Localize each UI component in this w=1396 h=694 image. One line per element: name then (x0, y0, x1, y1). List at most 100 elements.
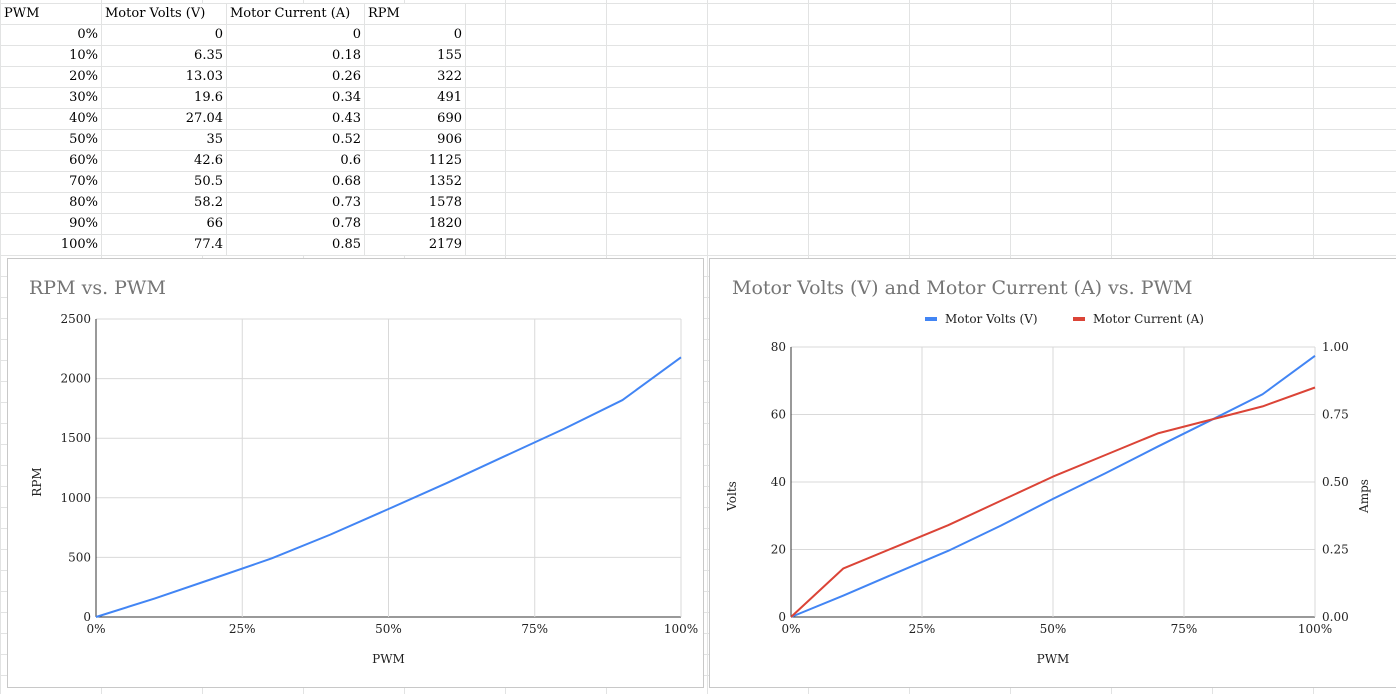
cell[interactable]: 0.85 (226, 234, 365, 256)
x-axis-label: PWM (1037, 652, 1070, 666)
cell[interactable]: 35 (101, 129, 227, 151)
cell[interactable]: 1352 (364, 171, 466, 193)
table-row: 0% 0 0 0 (0, 24, 466, 46)
y2-tick-label: 0.25 (1322, 543, 1349, 557)
cell[interactable]: 0.34 (226, 87, 365, 109)
cell[interactable]: 70% (0, 171, 102, 193)
header-row: PWM Motor Volts (V) Motor Current (A) RPM (0, 3, 466, 25)
y-tick-label: 20 (771, 543, 786, 557)
y-tick-label: 1500 (60, 431, 91, 445)
y-tick-label: 500 (68, 550, 91, 564)
cell[interactable]: 0.18 (226, 45, 365, 67)
y-axis-label: Volts (725, 481, 739, 512)
x-tick-label: 100% (1298, 622, 1332, 636)
x-tick-label: 25% (909, 622, 936, 636)
volts-current-chart[interactable]: Motor Volts (V) and Motor Current (A) vs… (709, 258, 1396, 688)
cell[interactable]: 155 (364, 45, 466, 67)
cell[interactable]: 0 (226, 24, 365, 46)
cell[interactable]: 50.5 (101, 171, 227, 193)
cell[interactable]: 27.04 (101, 108, 227, 130)
y-tick-label: 1000 (60, 491, 91, 505)
cell[interactable]: 77.4 (101, 234, 227, 256)
cell[interactable]: 0.52 (226, 129, 365, 151)
cell[interactable]: 80% (0, 192, 102, 214)
table-row: 90% 66 0.78 1820 (0, 213, 466, 235)
series-line-motor-volts-v (790, 354, 1316, 618)
y-tick-label: 40 (771, 475, 786, 489)
y2-tick-label: 0.75 (1322, 408, 1349, 422)
table-row: 40% 27.04 0.43 690 (0, 108, 466, 130)
cell[interactable]: 2179 (364, 234, 466, 256)
legend-swatch (1073, 317, 1085, 321)
header-cell[interactable]: PWM (0, 3, 102, 25)
cell[interactable]: 66 (101, 213, 227, 235)
legend-label: Motor Volts (V) (945, 312, 1038, 326)
y2-tick-label: 1.00 (1322, 340, 1349, 354)
cell[interactable]: 491 (364, 87, 466, 109)
cell[interactable]: 322 (364, 66, 466, 88)
table-row: 70% 50.5 0.68 1352 (0, 171, 466, 193)
legend-label: Motor Current (A) (1093, 312, 1204, 326)
x-axis-label: PWM (372, 652, 405, 666)
cell[interactable]: 20% (0, 66, 102, 88)
cell[interactable]: 19.6 (101, 87, 227, 109)
cell[interactable]: 13.03 (101, 66, 227, 88)
cell[interactable]: 0.78 (226, 213, 365, 235)
cell[interactable]: 50% (0, 129, 102, 151)
cell[interactable]: 1578 (364, 192, 466, 214)
table-row: 20% 13.03 0.26 322 (0, 66, 466, 88)
x-tick-label: 50% (1040, 622, 1067, 636)
chart-title: RPM vs. PWM (29, 277, 166, 299)
y-tick-label: 2500 (60, 312, 91, 326)
header-cell[interactable]: Motor Volts (V) (101, 3, 227, 25)
table-row: 80% 58.2 0.73 1578 (0, 192, 466, 214)
legend-swatch (925, 317, 937, 321)
cell[interactable]: 0.73 (226, 192, 365, 214)
x-tick-label: 100% (664, 622, 698, 636)
table-row: 50% 35 0.52 906 (0, 129, 466, 151)
table-row: 100% 77.4 0.85 2179 (0, 234, 466, 256)
rpm-chart-svg: 0 500 1000 1500 2000 2500 0% 25% 50% 75% 100% PWM RP… (30, 312, 698, 666)
y2-tick-label: 0.00 (1322, 610, 1349, 624)
cell[interactable]: 1125 (364, 150, 466, 172)
x-tick-label: 50% (375, 622, 402, 636)
cell[interactable]: 1820 (364, 213, 466, 235)
cell[interactable]: 10% (0, 45, 102, 67)
cell[interactable]: 90% (0, 213, 102, 235)
cell[interactable]: 58.2 (101, 192, 227, 214)
header-cell[interactable]: Motor Current (A) (226, 3, 365, 25)
series-line-rpm (95, 356, 682, 618)
cell[interactable]: 0.68 (226, 171, 365, 193)
y-tick-label: 80 (771, 340, 786, 354)
cell[interactable]: 690 (364, 108, 466, 130)
x-tick-label: 75% (521, 622, 548, 636)
cell[interactable]: 0.43 (226, 108, 365, 130)
x-tick-label: 25% (229, 622, 256, 636)
cell[interactable]: 42.6 (101, 150, 227, 172)
cell[interactable]: 0 (101, 24, 227, 46)
chart-title: Motor Volts (V) and Motor Current (A) vs… (732, 277, 1193, 299)
cell[interactable]: 0.6 (226, 150, 365, 172)
header-cell[interactable]: RPM (364, 3, 466, 25)
x-tick-label: 0% (781, 622, 800, 636)
cell[interactable]: 100% (0, 234, 102, 256)
cell[interactable]: 40% (0, 108, 102, 130)
table-row: 30% 19.6 0.34 491 (0, 87, 466, 109)
y-tick-label: 2000 (60, 372, 91, 386)
y-tick-label: 0 (83, 610, 91, 624)
x-tick-label: 0% (86, 622, 105, 636)
y-tick-label: 0 (778, 610, 786, 624)
cell[interactable]: 0.26 (226, 66, 365, 88)
cell[interactable]: 6.35 (101, 45, 227, 67)
volts-current-chart-svg: 0 20 40 60 80 0% 25% 50% 75% 100%0.00 0.25 0.50 0.75… (725, 312, 1371, 666)
cell[interactable]: 30% (0, 87, 102, 109)
x-tick-label: 75% (1171, 622, 1198, 636)
series-line-motor-current-a (790, 386, 1316, 618)
cell[interactable]: 906 (364, 129, 466, 151)
cell[interactable]: 0% (0, 24, 102, 46)
rpm-chart[interactable]: RPM vs. PWM 0 500 1000 1500 2000 2500 0% 25% 50%… (7, 258, 704, 688)
y2-axis-label: Amps (1357, 479, 1371, 514)
table-row: 10% 6.35 0.18 155 (0, 45, 466, 67)
cell[interactable]: 0 (364, 24, 466, 46)
cell[interactable]: 60% (0, 150, 102, 172)
